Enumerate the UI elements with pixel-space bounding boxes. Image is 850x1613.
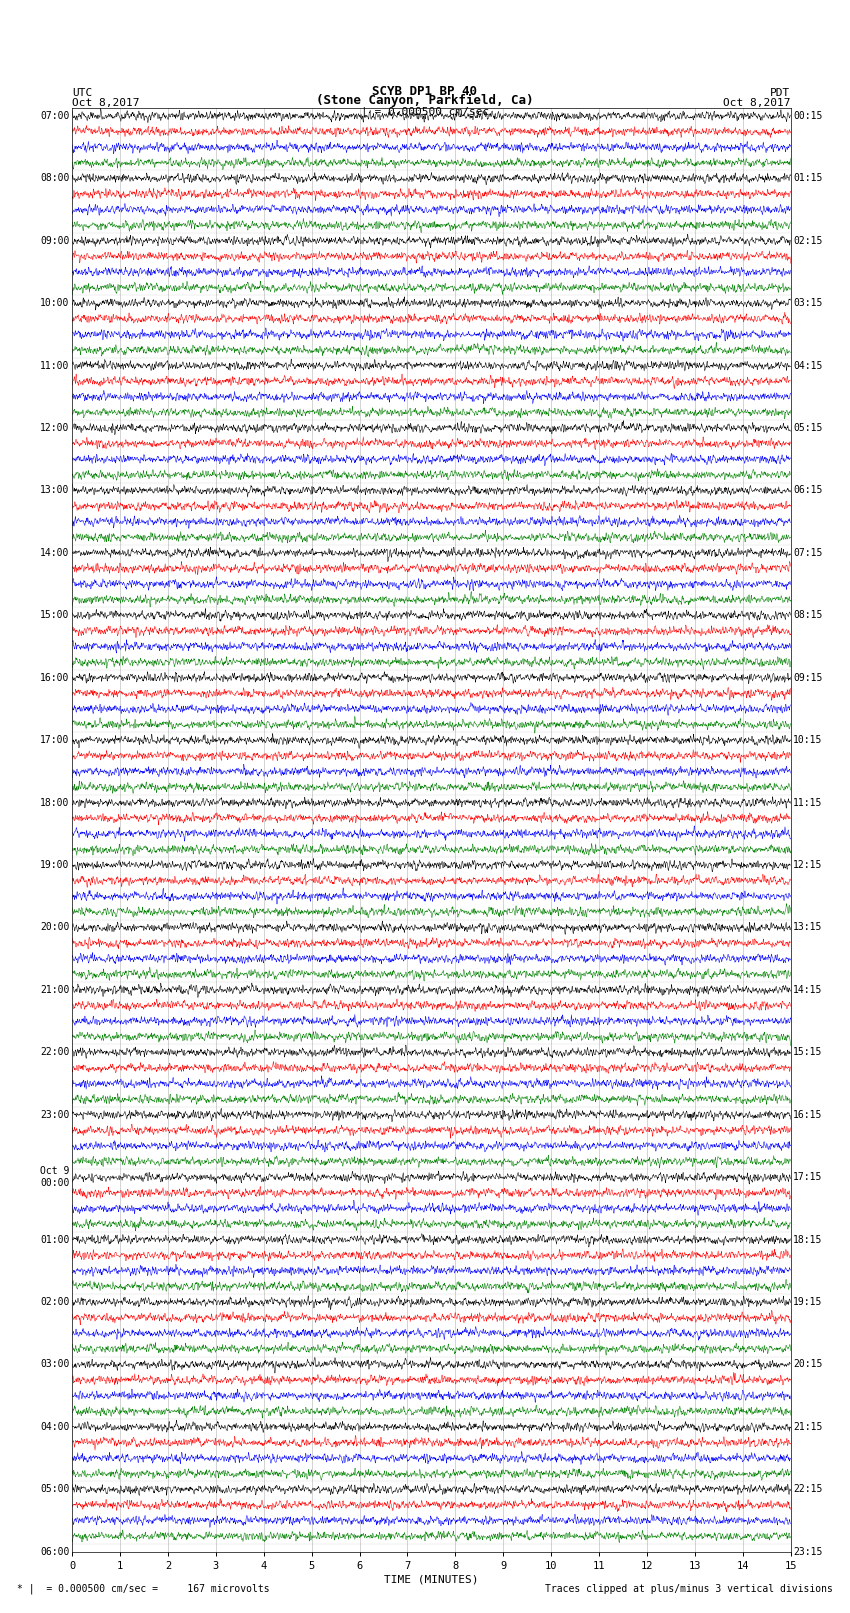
Text: UTC: UTC [72, 87, 93, 97]
Text: Traces clipped at plus/minus 3 vertical divisions: Traces clipped at plus/minus 3 vertical … [545, 1584, 833, 1594]
Text: * |  = 0.000500 cm/sec =     167 microvolts: * | = 0.000500 cm/sec = 167 microvolts [17, 1582, 269, 1594]
Text: (Stone Canyon, Parkfield, Ca): (Stone Canyon, Parkfield, Ca) [316, 94, 534, 106]
X-axis label: TIME (MINUTES): TIME (MINUTES) [384, 1574, 479, 1586]
Text: Oct 8,2017: Oct 8,2017 [72, 98, 139, 108]
Text: Oct 8,2017: Oct 8,2017 [723, 98, 791, 108]
Text: SCYB DP1 BP 40: SCYB DP1 BP 40 [372, 84, 478, 97]
Text: PDT: PDT [770, 87, 790, 97]
Text: | = 0.000500 cm/sec: | = 0.000500 cm/sec [361, 106, 489, 118]
